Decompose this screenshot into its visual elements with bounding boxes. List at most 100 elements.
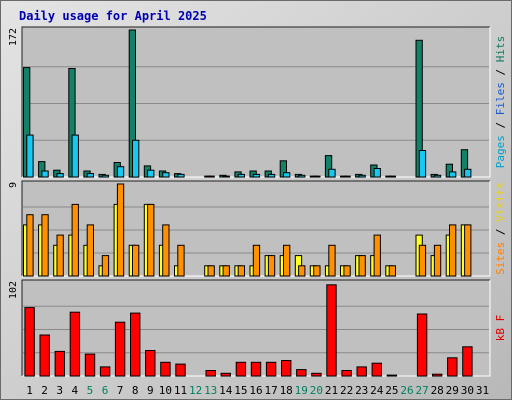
chart-panels: 172 Pages / Files / Hits 9 Sites / Visits 10… [8,26,507,377]
panel-legend: kB F [494,315,507,342]
bar-sites [252,244,261,277]
x-tick-label: 8 [132,384,139,397]
bar-kb-f [235,361,247,377]
y-max-label: 102 [8,281,19,299]
x-tick-label: 5 [87,384,94,397]
bar-sites [267,255,276,277]
legend-entry: Pages [494,135,507,168]
bar-sites [147,203,155,277]
bar-kb-f [84,353,96,377]
bar-files [86,173,94,178]
bar-files [449,171,457,178]
bar-sites [388,265,397,277]
bar-files [26,134,34,178]
bar-sites [328,244,336,277]
bar-kb-f [265,361,277,377]
bar-sites [237,265,245,277]
bar-sites [283,244,291,277]
x-tick-label: 31 [476,384,489,397]
x-tick-label: 3 [56,384,63,397]
bar-kb-f [250,361,262,377]
bar-kb-f [220,372,232,377]
bar-kb-f [145,350,156,377]
bar-sites [449,224,457,277]
bar-files [252,173,261,178]
panel-hits-files-pages: 172 Pages / Files / Hits [8,26,507,178]
bar-files [222,175,230,178]
bar-files [373,168,381,178]
bar-kb-f [175,363,186,377]
bar-sites [373,234,381,277]
panel-background [22,27,490,177]
legend-entry: / [494,222,507,242]
x-tick-label: 13 [204,384,217,397]
bar-files [418,150,427,178]
bar-files [464,168,472,178]
bar-sites [177,244,185,277]
bar-kb-f [447,357,458,377]
x-tick-label: 23 [355,384,368,397]
bar-kb-f [99,366,111,377]
panel-legend: Pages / Files / Hits [494,36,507,169]
x-tick-label: 19 [295,384,308,397]
legend-entry: / [494,115,507,135]
panel-border-dark [21,180,490,276]
bar-sites [343,265,351,277]
bar-files [207,175,215,178]
x-tick-label: 25 [385,384,398,397]
x-tick-label: 17 [264,384,277,397]
bar-sites [41,214,49,277]
bar-sites [298,265,306,277]
bar-sites [313,265,321,277]
bar-sites [86,224,94,277]
x-tick-label: 2 [41,384,48,397]
bar-files [56,173,64,178]
x-axis: 1 2 3 4 5 6 7 8 9 10 11 12 13 14 15 16 17 18 19 20 21 22 23 24 2… [26,384,489,397]
bar-files [358,174,366,178]
x-tick-label: 15 [234,384,247,397]
bar-kb-f [356,366,367,377]
bar-files [162,172,170,178]
x-tick-label: 22 [340,384,353,397]
x-tick-label: 20 [310,384,323,397]
bar-files [283,172,291,178]
x-tick-label: 26 [400,384,413,397]
panel-kbytes: 102 kB F [8,279,507,377]
legend-entry: Visits [494,182,507,222]
bar-kb-f [281,360,292,377]
x-tick-label: 21 [325,384,338,397]
bar-kb-f [39,334,50,377]
bar-sites [358,255,366,277]
panel-visits-sites: 9 Sites / Visits [8,180,507,277]
x-tick-label: 12 [189,384,202,397]
bar-files [41,170,49,178]
x-tick-label: 1 [26,384,33,397]
panel-border-dark [21,26,490,177]
bar-sites [26,214,34,277]
bar-files [388,175,397,178]
bar-sites [101,255,110,277]
panel-background [22,280,490,376]
bar-kb-f [24,307,35,377]
bar-files [116,166,125,178]
legend-entry: Hits [494,36,507,63]
panel-border-dark [21,279,490,376]
x-tick-label: 4 [71,384,78,397]
bar-files [101,174,110,178]
bar-kb-f [416,313,428,377]
bar-kb-f [205,370,216,377]
bar-files [267,173,276,178]
x-tick-label: 24 [370,384,384,397]
bar-kb-f [296,369,307,377]
bar-sites [132,244,140,277]
bar-files [132,139,140,178]
x-tick-label: 29 [446,384,459,397]
bar-sites [56,234,64,277]
bar-kb-f [326,284,337,377]
legend-entry: / [494,62,507,82]
bar-files [328,168,336,178]
legend-entry: Sites [494,242,507,275]
x-tick-label: 14 [219,384,233,397]
bar-kb-f [341,370,352,377]
